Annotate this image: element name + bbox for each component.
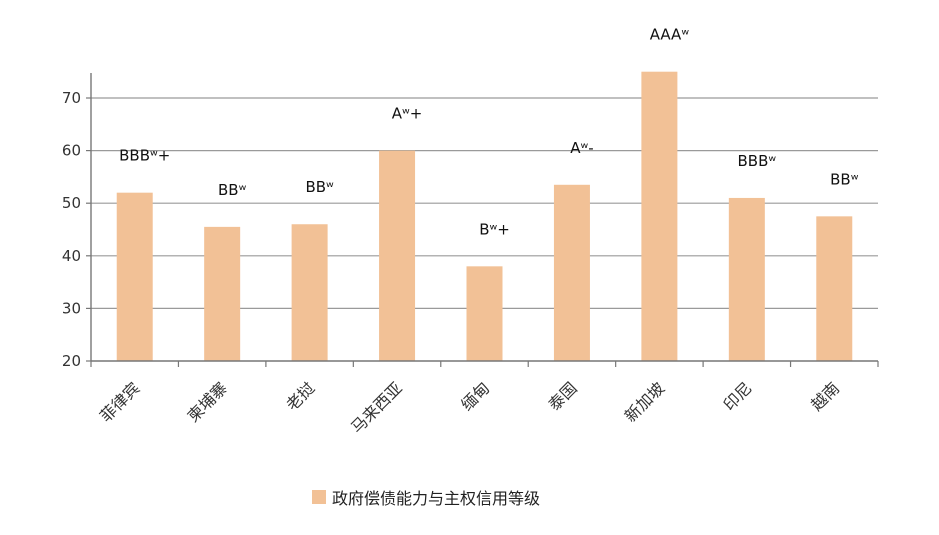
y-tick-label: 20	[62, 352, 81, 370]
legend: 政府偿债能力与主权信用等级	[312, 486, 540, 508]
legend-label: 政府偿债能力与主权信用等级	[332, 489, 541, 508]
x-tick-label: 新加坡	[621, 378, 668, 425]
rating-label: BBʷ	[830, 170, 859, 188]
rating-label: AAAʷ	[650, 26, 690, 44]
bar	[116, 192, 153, 361]
bar	[204, 226, 241, 361]
rating-label: BBBʷ+	[119, 147, 170, 165]
x-tick-label: 印尼	[720, 378, 756, 414]
bars	[116, 71, 853, 361]
bar	[466, 266, 503, 361]
y-tick-labels: 20 30 40 50 60 70	[62, 89, 81, 370]
y-tick-label: 40	[62, 247, 81, 265]
bar	[816, 216, 853, 361]
rating-label: BBʷ	[218, 181, 247, 199]
x-tick-label: 菲律宾	[96, 378, 143, 425]
x-tick-label: 泰国	[545, 378, 581, 414]
y-tick-label: 60	[62, 142, 81, 160]
x-tick-label: 缅甸	[457, 378, 493, 414]
y-tick-label: 30	[62, 299, 81, 317]
axes	[86, 73, 879, 367]
rating-label: BBʷ	[305, 178, 334, 196]
bar	[379, 150, 416, 361]
x-tick-label: 柬埔寨	[184, 378, 231, 425]
y-tick-label: 50	[62, 194, 81, 212]
x-tick-label: 越南	[807, 378, 843, 414]
x-tick-labels: 菲律宾 柬埔寨 老挝 马来西亚 缅甸 泰国 新加坡 印尼 越南	[96, 378, 843, 437]
rating-label: Aʷ+	[392, 105, 423, 123]
y-tick-label: 70	[62, 89, 81, 107]
x-tick-label: 马来西亚	[347, 378, 406, 437]
rating-label: Bʷ+	[479, 220, 510, 238]
bar	[641, 71, 678, 361]
x-tick-label: 老挝	[282, 378, 318, 414]
rating-label: BBBʷ	[738, 152, 777, 170]
bar	[553, 184, 590, 361]
legend-swatch	[312, 490, 326, 504]
bar	[291, 224, 328, 361]
bar	[728, 197, 765, 361]
data-labels: BBBʷ+ BBʷ BBʷ Aʷ+ Bʷ+ Aʷ- AAAʷ BBBʷ BBʷ	[119, 26, 859, 239]
rating-label: Aʷ-	[570, 139, 593, 157]
